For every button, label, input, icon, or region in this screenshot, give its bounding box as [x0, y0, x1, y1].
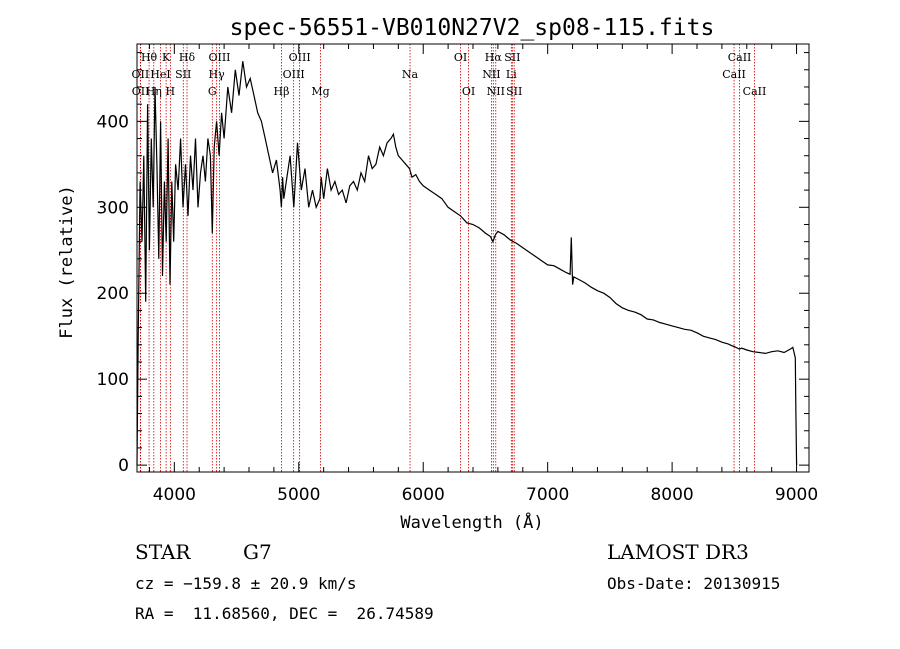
x-tick-label: 5000	[277, 485, 320, 505]
spectral-line-label: OII	[132, 85, 150, 98]
spectral-line-label: SII	[506, 85, 522, 98]
y-axis: 0 100 200 300 400	[97, 52, 809, 476]
x-tick-label: 8000	[650, 485, 693, 505]
y-tick-label: 300	[97, 198, 129, 218]
spectral-line-label: Na	[402, 68, 419, 81]
spectral-line-label: NII	[482, 68, 500, 81]
x-axis-label: Wavelength (Å)	[400, 511, 543, 533]
spectral-line-label: HeI	[150, 68, 170, 81]
x-tick-label: 4000	[153, 485, 196, 505]
spectral-line-label: OI	[462, 85, 475, 98]
object-class: STAR	[135, 540, 191, 564]
x-tick-label: 7000	[526, 485, 569, 505]
spectral-line-label: Hα	[485, 51, 503, 64]
y-tick-label: 100	[97, 370, 129, 390]
x-axis: 4000 5000 6000 7000 8000 9000	[148, 44, 818, 505]
spectral-line-label: CaII	[743, 85, 767, 98]
spectral-line-label: Hθ	[141, 51, 158, 64]
spectral-line-label: Hδ	[179, 51, 196, 64]
spectral-line-label: G	[208, 85, 217, 98]
y-axis-label: Flux (relative)	[57, 185, 77, 339]
x-tick-label: 9000	[775, 485, 818, 505]
object-subclass: G7	[243, 540, 272, 564]
spectral-line-label: SII	[504, 51, 520, 64]
y-tick-label: 200	[97, 284, 129, 304]
spectral-line-label: H	[166, 85, 176, 98]
x-tick-label: 6000	[402, 485, 445, 505]
observation-date: Obs-Date: 20130915	[607, 574, 781, 593]
coordinates: RA = 11.68560, DEC = 26.74589	[135, 604, 434, 623]
spectral-line-label: NII	[487, 85, 505, 98]
spectral-line-label: OIII	[208, 51, 230, 64]
spectral-line-label: Mg	[311, 85, 329, 98]
spectral-line-label: OIII	[283, 68, 305, 81]
chart-title: spec-56551-VB010N27V2_sp08-115.fits	[230, 15, 715, 41]
survey-name: LAMOST DR3	[607, 540, 749, 564]
spectral-line-label: Li	[506, 68, 517, 81]
spectral-line-label: OII	[132, 68, 150, 81]
y-tick-label: 400	[97, 112, 129, 132]
redshift-value: cz = −159.8 ± 20.9 km/s	[135, 574, 357, 593]
y-tick-label: 0	[118, 456, 129, 476]
spectral-line-label: Hη	[146, 85, 162, 98]
spectral-line-label: SII	[175, 68, 191, 81]
spectral-line-label: Hβ	[274, 85, 290, 98]
spectral-line-label: K	[162, 51, 171, 64]
spectral-line-label: OIII	[289, 51, 311, 64]
plot-frame	[136, 43, 810, 473]
spectral-line-label: CaII	[722, 68, 746, 81]
spectral-line-label: OI	[454, 51, 467, 64]
spectrum-series-line	[136, 61, 798, 466]
spectral-line-label: Hγ	[209, 68, 226, 81]
spectral-line-label: CaII	[728, 51, 752, 64]
